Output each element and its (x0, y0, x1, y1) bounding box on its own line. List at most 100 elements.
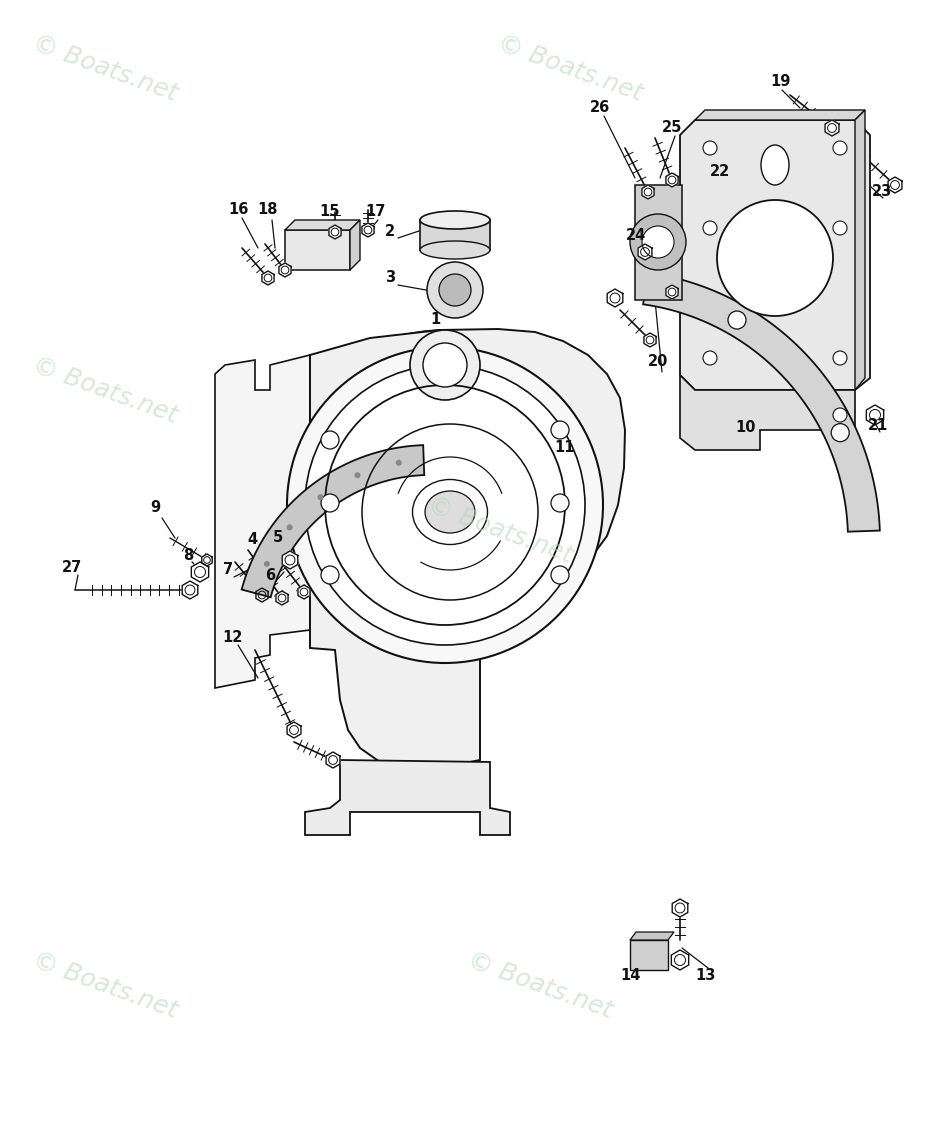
Text: 16: 16 (228, 203, 248, 217)
Circle shape (831, 423, 849, 441)
Polygon shape (298, 586, 310, 599)
Circle shape (551, 566, 569, 584)
Text: 11: 11 (555, 440, 576, 456)
Polygon shape (644, 333, 656, 347)
Circle shape (423, 343, 467, 387)
Polygon shape (672, 899, 688, 917)
Text: © Boats.net: © Boats.net (464, 948, 616, 1022)
Circle shape (703, 221, 717, 235)
Polygon shape (215, 355, 310, 688)
Polygon shape (182, 581, 198, 599)
Circle shape (354, 472, 361, 479)
Text: 7: 7 (223, 563, 233, 578)
Text: 13: 13 (695, 967, 715, 983)
Circle shape (286, 525, 293, 530)
Text: 9: 9 (150, 500, 160, 516)
Text: © Boats.net: © Boats.net (424, 493, 576, 568)
Circle shape (833, 221, 847, 235)
Circle shape (427, 262, 483, 318)
Polygon shape (362, 223, 374, 236)
Text: 6: 6 (265, 569, 275, 583)
Polygon shape (350, 220, 360, 270)
Circle shape (703, 351, 717, 365)
Text: 8: 8 (183, 547, 193, 563)
Text: 17: 17 (365, 205, 385, 220)
Polygon shape (326, 752, 340, 768)
Circle shape (630, 214, 686, 270)
Polygon shape (192, 562, 208, 582)
Polygon shape (630, 940, 668, 969)
Polygon shape (635, 185, 682, 300)
Text: 5: 5 (272, 530, 283, 545)
Polygon shape (695, 110, 865, 120)
Text: 3: 3 (385, 270, 395, 286)
Circle shape (317, 494, 324, 500)
Polygon shape (279, 263, 291, 277)
Circle shape (551, 421, 569, 439)
Ellipse shape (425, 491, 475, 533)
Text: 18: 18 (258, 203, 278, 217)
Polygon shape (305, 760, 510, 835)
Text: 27: 27 (62, 561, 82, 575)
Polygon shape (329, 225, 341, 239)
Text: 26: 26 (590, 100, 610, 116)
Text: 12: 12 (222, 631, 242, 645)
Polygon shape (202, 554, 212, 566)
Ellipse shape (413, 480, 487, 545)
Text: 21: 21 (868, 418, 888, 432)
Ellipse shape (761, 145, 789, 185)
Circle shape (439, 274, 471, 306)
Circle shape (321, 494, 339, 512)
Ellipse shape (420, 211, 490, 229)
Circle shape (833, 351, 847, 365)
Circle shape (551, 494, 569, 512)
Text: 23: 23 (872, 185, 892, 199)
Polygon shape (642, 185, 654, 199)
Polygon shape (825, 120, 839, 136)
Circle shape (833, 141, 847, 155)
Polygon shape (242, 445, 424, 597)
Circle shape (321, 431, 339, 449)
Polygon shape (630, 932, 674, 940)
Circle shape (321, 566, 339, 584)
Circle shape (264, 561, 270, 566)
Polygon shape (680, 375, 855, 450)
Polygon shape (867, 405, 883, 425)
Text: 20: 20 (648, 355, 668, 369)
Polygon shape (671, 950, 688, 969)
Circle shape (833, 408, 847, 422)
Polygon shape (666, 173, 678, 187)
Text: 4: 4 (247, 533, 257, 547)
Polygon shape (638, 244, 652, 260)
Polygon shape (276, 591, 288, 605)
Text: 10: 10 (736, 420, 756, 436)
Circle shape (728, 311, 746, 329)
Polygon shape (644, 272, 880, 531)
Text: © Boats.net: © Boats.net (29, 30, 180, 106)
Polygon shape (666, 285, 678, 300)
Circle shape (717, 200, 833, 316)
Polygon shape (607, 289, 623, 307)
Polygon shape (310, 329, 625, 768)
Circle shape (703, 141, 717, 155)
Polygon shape (282, 551, 298, 569)
Polygon shape (888, 177, 902, 193)
Circle shape (410, 330, 480, 400)
Circle shape (396, 459, 402, 466)
Text: 2: 2 (385, 224, 395, 240)
Circle shape (642, 226, 674, 258)
Text: 19: 19 (770, 74, 790, 89)
Circle shape (287, 347, 603, 663)
Text: © Boats.net: © Boats.net (494, 30, 645, 106)
Polygon shape (420, 220, 490, 250)
Text: 14: 14 (619, 967, 640, 983)
Text: 25: 25 (662, 120, 683, 135)
Text: 1: 1 (430, 313, 440, 328)
Text: 15: 15 (320, 205, 340, 220)
Polygon shape (855, 110, 865, 390)
Ellipse shape (420, 241, 490, 259)
Text: © Boats.net: © Boats.net (29, 948, 180, 1022)
Polygon shape (285, 230, 350, 270)
Text: © Boats.net: © Boats.net (29, 352, 180, 428)
Text: 22: 22 (710, 164, 730, 179)
